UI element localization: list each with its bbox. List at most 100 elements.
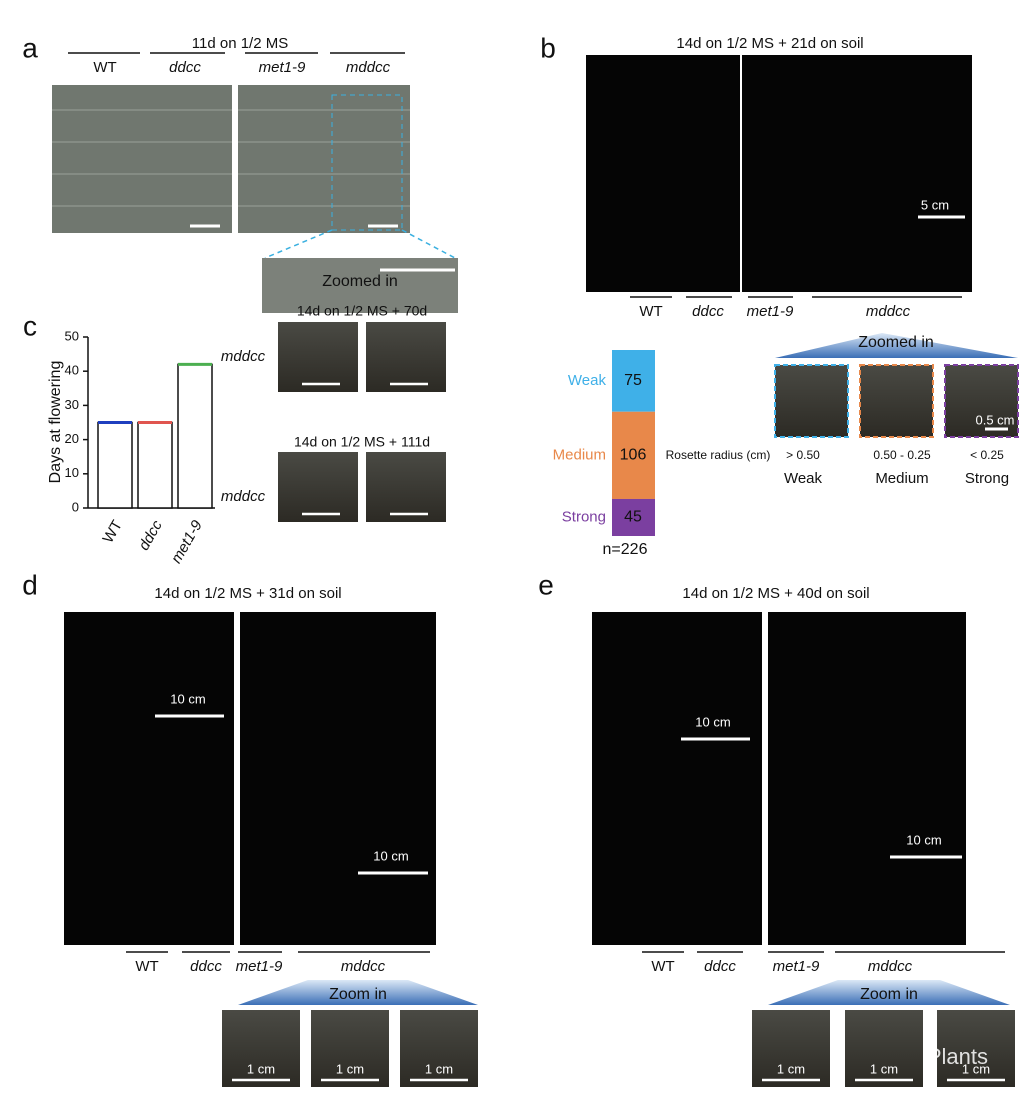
genotype-label: ddcc: [190, 958, 222, 975]
data-label: 45: [624, 509, 642, 526]
photo-title: 14d on 1/2 MS + 70d: [297, 303, 427, 319]
y-axis-label: Days at flowering: [47, 361, 64, 484]
zoom-line: [264, 229, 333, 259]
photo: [238, 85, 410, 233]
genotype-label: ddcc: [169, 59, 201, 76]
zoom-box: [331, 94, 403, 231]
genotype-label: mddcc: [346, 59, 391, 76]
photo-label: mddcc: [221, 488, 266, 505]
photo: [592, 612, 762, 945]
scale-label: 1 cm: [870, 1061, 898, 1076]
data-label: 106: [620, 447, 647, 464]
photo: [752, 1010, 830, 1087]
photo: [944, 364, 1019, 438]
scale-label: 1 cm: [247, 1061, 275, 1076]
genotype-label: met1-9: [259, 59, 306, 76]
scale-label: 1 cm: [777, 1061, 805, 1076]
legend-label: Medium: [553, 446, 606, 463]
y-tick-label: 40: [65, 363, 79, 378]
range-label: < 0.25: [970, 448, 1004, 462]
genotype-label: mddcc: [868, 958, 913, 975]
photo: [845, 1010, 923, 1087]
photo: [278, 322, 358, 392]
genotype-label: met1-9: [236, 958, 283, 975]
scale-label: 10 cm: [906, 832, 941, 847]
photo: [768, 612, 966, 945]
class-label: Strong: [965, 470, 1009, 487]
scale-label: 0.5 cm: [975, 412, 1014, 427]
scale-label: 5 cm: [921, 197, 949, 212]
panel-letter: b: [540, 32, 556, 63]
photo: [859, 364, 934, 438]
photo: [400, 1010, 478, 1087]
scale-label: 1 cm: [962, 1061, 990, 1076]
photo: [278, 452, 358, 522]
scale-label: 10 cm: [373, 848, 408, 863]
class-label: Medium: [875, 470, 928, 487]
range-label: 0.50 - 0.25: [873, 448, 931, 462]
zoom-label: Zoomed in: [858, 334, 934, 351]
scale-label: 1 cm: [336, 1061, 364, 1076]
zoom-line: [401, 229, 456, 259]
zoom-banner: [775, 333, 1018, 358]
x-tick-label: ddcc: [135, 517, 166, 553]
photo: [366, 322, 446, 392]
photo: [240, 612, 436, 945]
photo-title: 14d on 1/2 MS + 111d: [294, 434, 430, 450]
panel-title: 14d on 1/2 MS + 40d on soil: [682, 585, 869, 602]
bar-segment: [612, 350, 655, 412]
axis-label: Rosette radius (cm): [666, 448, 771, 462]
scale-label: 1 cm: [425, 1061, 453, 1076]
y-tick-label: 50: [65, 328, 79, 343]
genotype-label: WT: [135, 958, 158, 975]
y-tick-label: 0: [72, 499, 79, 514]
photo: [52, 85, 232, 233]
legend-label: Strong: [562, 508, 606, 525]
genotype-label: ddcc: [704, 958, 736, 975]
panel-title: 11d on 1/2 MS: [192, 35, 288, 52]
genotype-label: met1-9: [747, 303, 794, 320]
photo: [311, 1010, 389, 1087]
photo: [937, 1010, 1015, 1087]
total-label: n=226: [603, 541, 648, 558]
zoom-banner: [238, 980, 478, 1005]
photo: [64, 612, 234, 945]
bar: [97, 421, 133, 509]
genotype-label: WT: [93, 59, 116, 76]
zoom-label: Zoomed in: [322, 273, 398, 290]
bar-segment: [612, 411, 655, 499]
panel-letter: a: [22, 32, 38, 63]
class-label: Weak: [784, 470, 823, 487]
panel-letter: e: [538, 569, 554, 600]
watermark: iPlants: [922, 1044, 988, 1069]
data-label: 75: [624, 372, 642, 389]
panel-letter: d: [22, 569, 38, 600]
scale-label: 10 cm: [170, 691, 205, 706]
x-tick-label: met1-9: [168, 517, 206, 566]
photo: [262, 258, 458, 313]
genotype-label: WT: [651, 958, 674, 975]
scale-label: 10 cm: [695, 714, 730, 729]
genotype-label: met1-9: [773, 958, 820, 975]
legend-label: Weak: [568, 372, 607, 389]
x-tick-label: WT: [100, 517, 126, 546]
photo: [366, 452, 446, 522]
photo-label: mddcc: [221, 348, 266, 365]
genotype-label: mddcc: [866, 303, 911, 320]
panel-title: 14d on 1/2 MS + 21d on soil: [676, 35, 863, 52]
photo: [586, 55, 972, 292]
zoom-label: Zoom in: [329, 986, 387, 1003]
genotype-label: WT: [639, 303, 662, 320]
panel-title: 14d on 1/2 MS + 31d on soil: [154, 585, 341, 602]
zoom-banner: [768, 980, 1010, 1005]
bar: [177, 363, 213, 509]
range-label: > 0.50: [786, 448, 820, 462]
bar-segment: [612, 498, 655, 536]
panel-letter: c: [23, 310, 37, 341]
genotype-label: ddcc: [692, 303, 724, 320]
bar: [137, 421, 173, 509]
zoom-label: Zoom in: [860, 986, 918, 1003]
y-tick-label: 30: [65, 397, 79, 412]
y-tick-label: 10: [65, 465, 79, 480]
